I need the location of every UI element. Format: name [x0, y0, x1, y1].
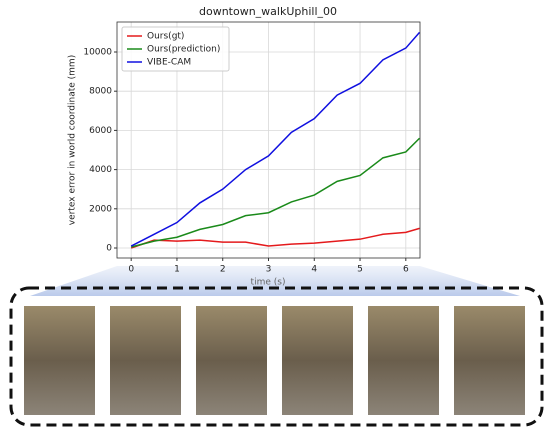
photo	[282, 306, 353, 415]
x-tick-label: 5	[357, 265, 363, 275]
x-axis-label: time (s)	[251, 278, 286, 288]
y-axis-label: vertex error in world coordinate (mm)	[68, 55, 78, 225]
legend-box	[121, 26, 230, 72]
data-line	[131, 137, 421, 248]
x-tick-label: 6	[403, 265, 409, 275]
legend-label: VIBE-CAM	[147, 58, 191, 68]
photo	[454, 306, 525, 415]
photo	[368, 306, 439, 415]
y-tick-label: 2000	[89, 204, 112, 214]
x-tick-label: 2	[220, 265, 226, 275]
x-tick-label: 0	[128, 265, 134, 275]
data-line	[130, 31, 421, 247]
photo-strip	[24, 306, 525, 415]
y-tick-label: 6000	[89, 126, 112, 136]
x-tick-label: 1	[174, 265, 180, 275]
y-tick-label: 0	[106, 244, 112, 254]
plot-frame	[116, 21, 421, 259]
y-tick-label: 8000	[89, 87, 112, 97]
photo	[24, 306, 95, 415]
data-line	[130, 227, 420, 249]
photo	[196, 306, 267, 415]
x-tick-label: 4	[311, 265, 317, 275]
legend-label: Ours(gt)	[147, 32, 184, 42]
y-tick-label: 4000	[89, 165, 112, 175]
legend-label: Ours(prediction)	[147, 45, 220, 55]
x-tick-label: 3	[266, 265, 272, 275]
chart-title: downtown_walkUphill_00	[199, 5, 337, 18]
photo	[110, 306, 181, 415]
frame-box	[9, 286, 544, 427]
y-tick-label: 10000	[83, 47, 112, 57]
